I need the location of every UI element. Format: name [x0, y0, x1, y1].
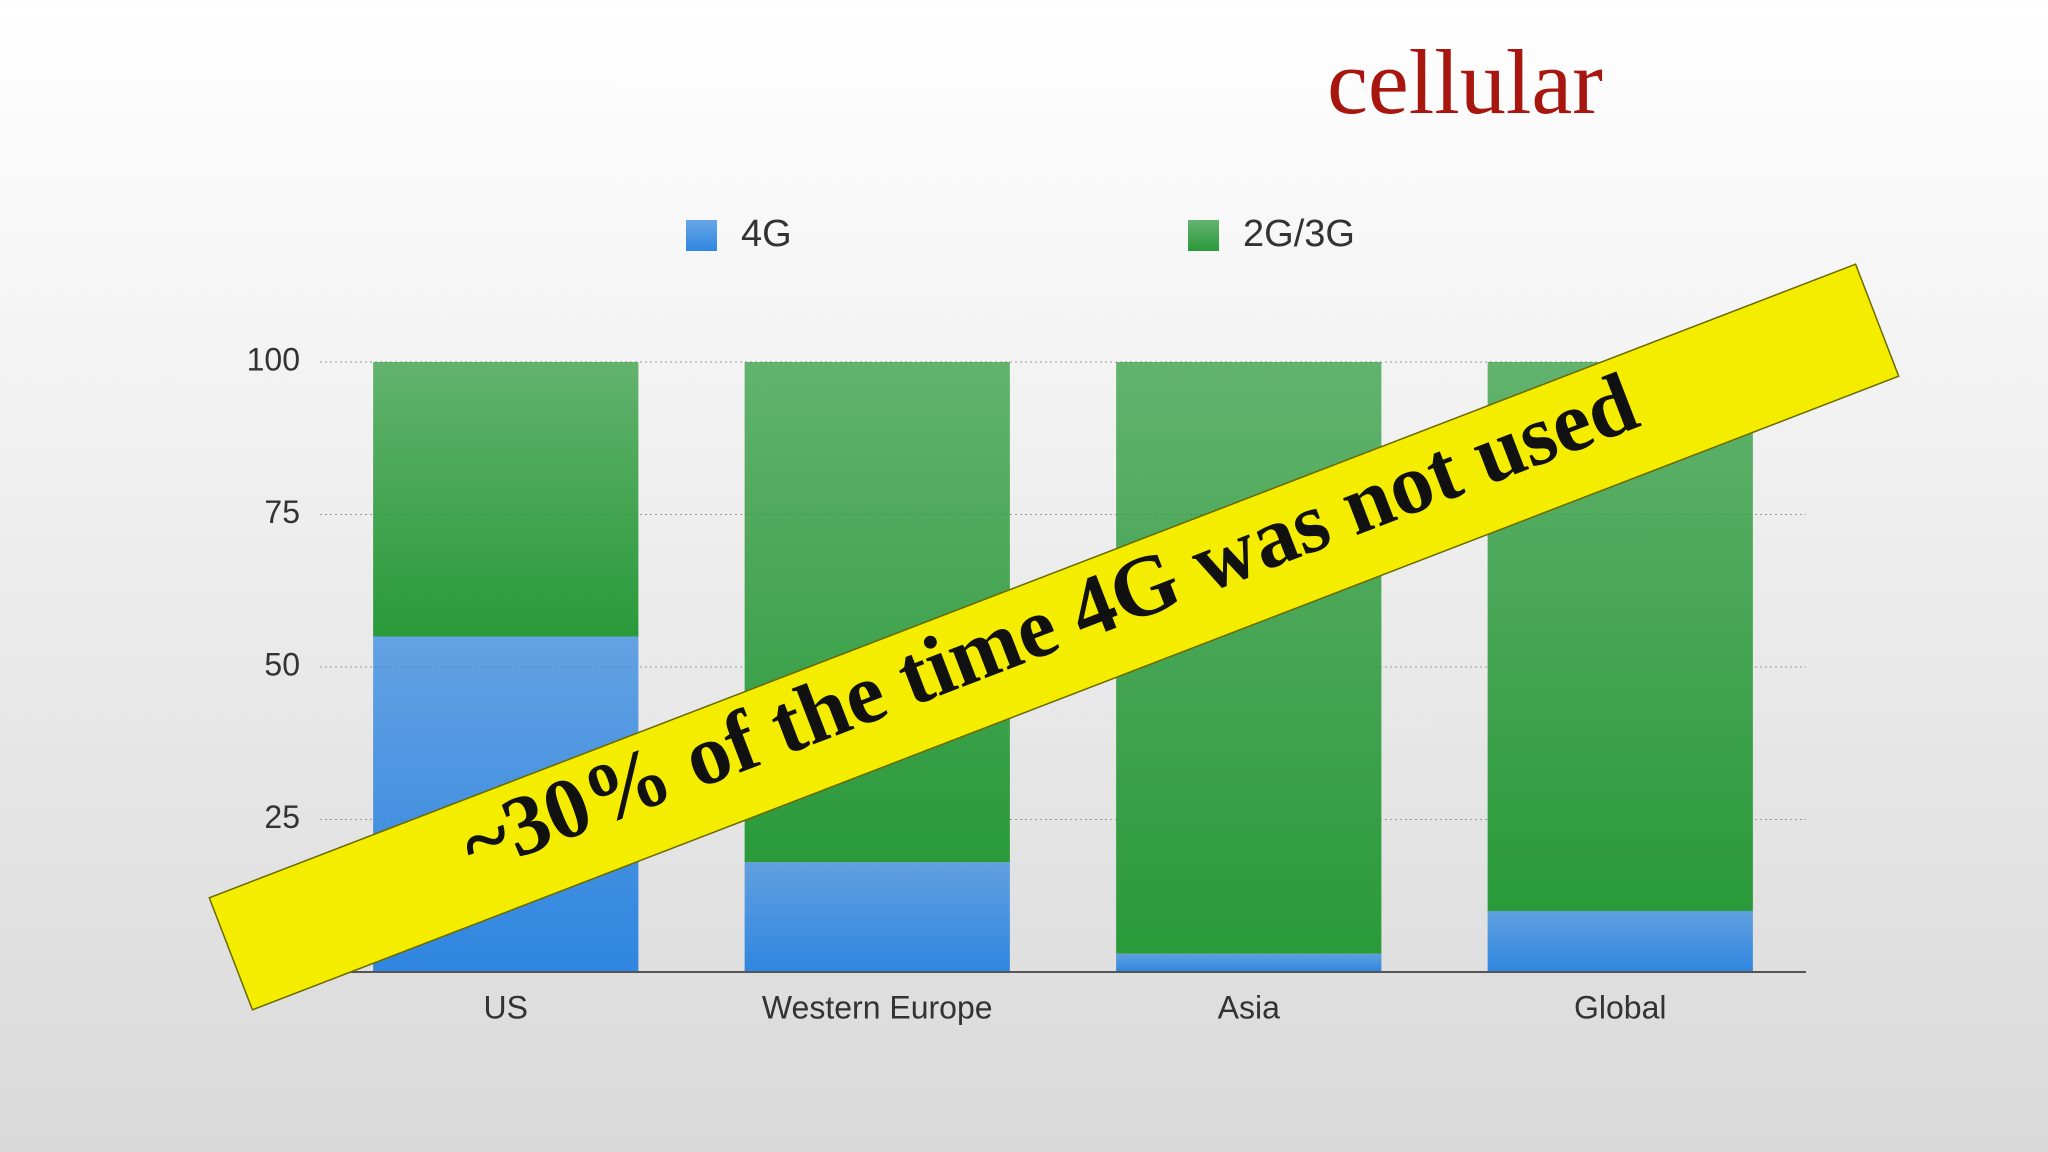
x-tick-label: US — [484, 989, 528, 1025]
x-tick-label: Western Europe — [762, 989, 993, 1025]
y-tick-label: 25 — [264, 799, 300, 835]
x-tick-label: Asia — [1218, 989, 1280, 1025]
legend-label: 2G/3G — [1243, 213, 1355, 255]
y-tick-label: 100 — [247, 341, 300, 377]
bar-segment — [744, 862, 1010, 972]
x-tick-label: Global — [1574, 989, 1667, 1025]
bar-segment — [373, 362, 639, 637]
legend-label: 4G — [741, 213, 792, 255]
legend-swatch — [1188, 220, 1219, 251]
bar-segment — [1487, 911, 1753, 972]
chart-title: cellular — [1327, 31, 1603, 133]
banner-background — [208, 263, 1900, 1011]
y-tick-label: 50 — [264, 646, 300, 682]
legend-swatch — [686, 220, 717, 251]
y-tick-label: 75 — [264, 494, 300, 530]
bar-segment — [1116, 953, 1382, 972]
